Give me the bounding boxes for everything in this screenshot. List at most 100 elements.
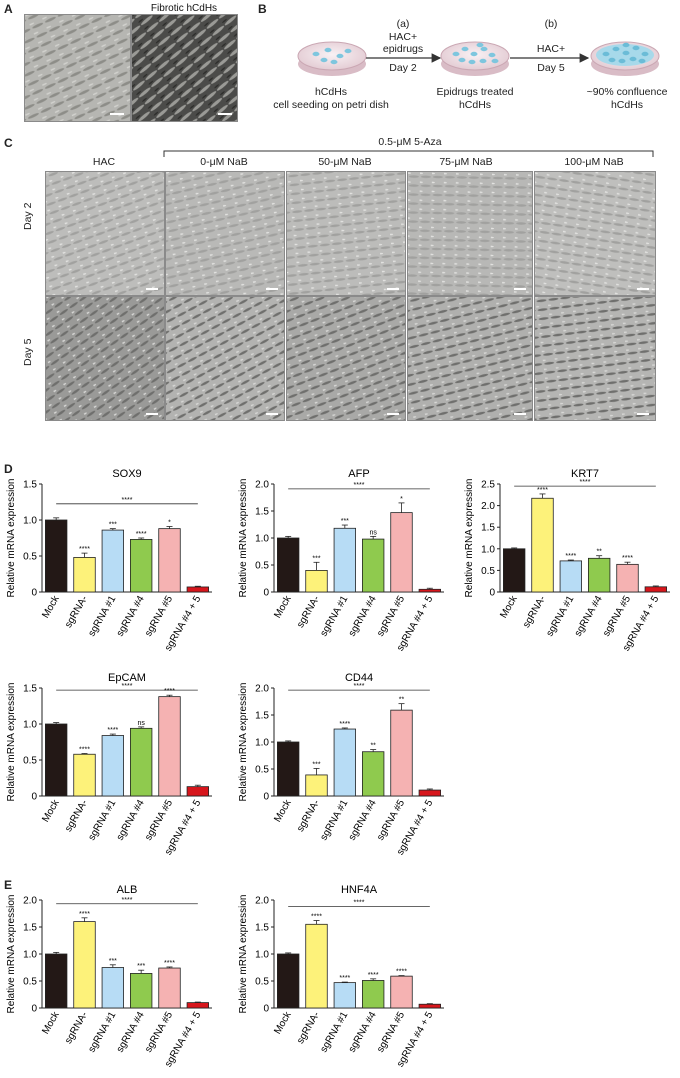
bar-sgrna-4-5 xyxy=(644,586,667,593)
micrograph-r1-c5 xyxy=(534,171,656,296)
significance-label: *** xyxy=(109,522,117,529)
y-axis-label: Relative mRNA expression xyxy=(238,683,249,802)
significance-label: **** xyxy=(164,688,175,695)
significance-label: **** xyxy=(107,727,118,734)
bar-mock xyxy=(277,741,300,797)
bar-sgrna-4-5 xyxy=(418,1003,441,1009)
bar-sgrna-5 xyxy=(158,528,181,593)
x-tick-label: sgRNA #4 xyxy=(347,798,379,843)
x-tick-label: sgRNA- xyxy=(295,594,322,630)
y-tick-label: 2.0 xyxy=(255,480,269,491)
significance-label: **** xyxy=(164,960,175,967)
step-b-line1: HAC+ xyxy=(536,43,566,55)
y-tick-label: 0 xyxy=(263,792,269,803)
significance-label: *** xyxy=(312,555,320,562)
micrograph-r1-c4 xyxy=(407,171,533,296)
y-tick-label: 0.5 xyxy=(255,561,269,572)
y-tick-label: 1.5 xyxy=(255,711,269,722)
significance-label: * xyxy=(400,496,403,503)
bar-sgrna-4 xyxy=(129,973,153,1009)
significance-label: ** xyxy=(596,549,602,556)
bar-sgrna-1 xyxy=(101,735,124,797)
x-tick-label: sgRNA #5 xyxy=(143,594,175,639)
y-tick-label: 1.0 xyxy=(23,720,37,731)
y-tick-label: 1.5 xyxy=(23,923,37,934)
treatment-bracket xyxy=(163,150,654,157)
significance-label: **** xyxy=(79,747,90,754)
significance-overall: **** xyxy=(122,897,133,904)
significance-overall: **** xyxy=(354,482,365,489)
bar-sgrna-5 xyxy=(390,709,413,797)
micrograph-r2-c3 xyxy=(286,296,406,421)
y-tick-label: 1.0 xyxy=(255,738,269,749)
bar-sgrna-5 xyxy=(390,975,413,1009)
hcdhs-micrograph xyxy=(24,14,131,122)
y-tick-label: 0.5 xyxy=(255,765,269,776)
row-day2: Day 2 xyxy=(22,202,34,230)
panel-label-d: D xyxy=(4,462,13,476)
bar-sgrna-5 xyxy=(158,967,181,1009)
bar-sgrna-5 xyxy=(616,563,639,593)
bar-sgrna-1 xyxy=(559,560,582,593)
x-tick-label: sgRNA #4 xyxy=(115,798,147,843)
x-tick-label: sgRNA #1 xyxy=(318,594,350,639)
y-axis-label: Relative mRNA expression xyxy=(6,683,17,802)
column-0-nab: 0-μM NaB xyxy=(200,156,248,168)
micrograph-r1-c3 xyxy=(286,171,406,296)
chart-title: SOX9 xyxy=(112,468,141,480)
y-axis-label: Relative mRNA expression xyxy=(6,895,17,1014)
x-tick-label: Mock xyxy=(40,797,62,824)
significance-label: **** xyxy=(622,555,633,562)
dish-3-icon xyxy=(590,41,660,76)
step-a-label: (a) xyxy=(396,18,410,30)
bar-sgrna-5 xyxy=(390,512,413,593)
y-axis-label: Relative mRNA expression xyxy=(238,479,249,598)
bar-sgrna- xyxy=(73,753,96,797)
significance-label: **** xyxy=(79,911,90,918)
y-tick-label: 1.5 xyxy=(255,923,269,934)
micrograph-r2-c1 xyxy=(45,296,165,421)
bar-sgrna-4 xyxy=(129,727,153,797)
column-50-nab: 50-μM NaB xyxy=(318,156,372,168)
micrograph-r2-c4 xyxy=(407,296,533,421)
y-tick-label: 0.5 xyxy=(481,566,495,577)
dish-1-icon xyxy=(297,41,367,76)
bar-sgrna- xyxy=(73,557,96,593)
y-tick-label: 1.0 xyxy=(481,544,495,555)
x-tick-label: Mock xyxy=(498,593,520,620)
dish3-label2: hCdHs xyxy=(610,99,644,111)
significance-label: **** xyxy=(565,553,576,560)
chart-afp: AFP Relative mRNA expression 0 0.5 1.0 1.5 2.0… xyxy=(238,468,444,653)
hcdhs-texture xyxy=(25,15,130,121)
y-tick-label: 0.5 xyxy=(255,977,269,988)
bar-sgrna- xyxy=(305,570,328,593)
x-tick-label: Mock xyxy=(272,797,294,824)
y-axis-label: Relative mRNA expression xyxy=(6,479,17,598)
significance-overall: **** xyxy=(122,683,133,690)
step-a-line1: HAC+ xyxy=(388,31,418,43)
column-100-nab: 100-μM NaB xyxy=(564,156,624,168)
bar-sgrna-4 xyxy=(361,751,385,797)
bar-sgrna-4-5 xyxy=(186,586,209,593)
y-tick-label: 1.0 xyxy=(255,950,269,961)
bar-sgrna-4-5 xyxy=(418,789,441,797)
chart-epcam: EpCAM Relative mRNA expression 0 0.5 1.0 1.5 *… xyxy=(6,672,212,857)
fibrotic-hcdhs-micrograph xyxy=(131,14,238,122)
y-axis-label: Relative mRNA expression xyxy=(464,479,475,598)
x-tick-label: sgRNA #4 xyxy=(115,594,147,639)
x-tick-label: sgRNA- xyxy=(63,594,90,630)
chart-cd44: CD44 Relative mRNA expression 0 0.5 1.0 1.5 2.… xyxy=(238,672,444,857)
chart-hnf4a: HNF4A Relative mRNA expression 0 0.5 1.0 1.5 2… xyxy=(238,884,444,1069)
significance-overall: **** xyxy=(354,899,365,906)
significance-label: *** xyxy=(109,958,117,965)
fibrotic-hcdhs-title: Fibrotic hCdHs xyxy=(150,3,218,14)
x-tick-label: Mock xyxy=(272,593,294,620)
bar-mock xyxy=(503,548,526,593)
bar-sgrna-4-5 xyxy=(186,1002,209,1009)
significance-overall: **** xyxy=(580,479,591,486)
micrograph-r2-c2 xyxy=(165,296,285,421)
fibrotic-texture xyxy=(132,15,237,121)
y-tick-label: 2.0 xyxy=(255,896,269,907)
bar-mock xyxy=(277,953,300,1009)
significance-label: **** xyxy=(311,914,322,921)
